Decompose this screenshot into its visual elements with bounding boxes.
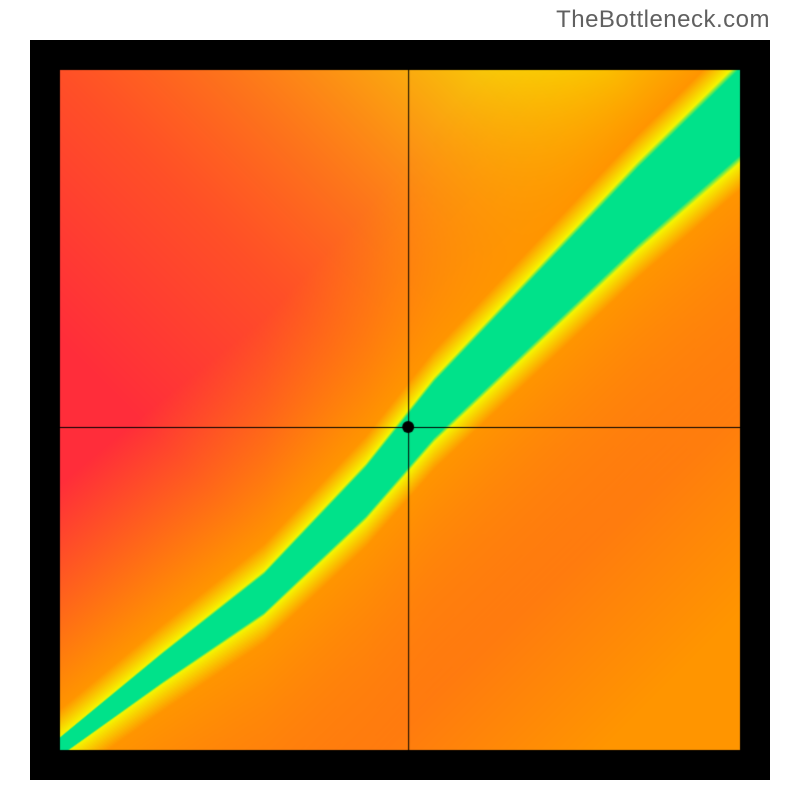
chart-outer-frame	[30, 40, 770, 780]
watermark-text: TheBottleneck.com	[556, 6, 770, 34]
heatmap-canvas	[30, 40, 770, 780]
chart-container: TheBottleneck.com	[0, 0, 800, 800]
